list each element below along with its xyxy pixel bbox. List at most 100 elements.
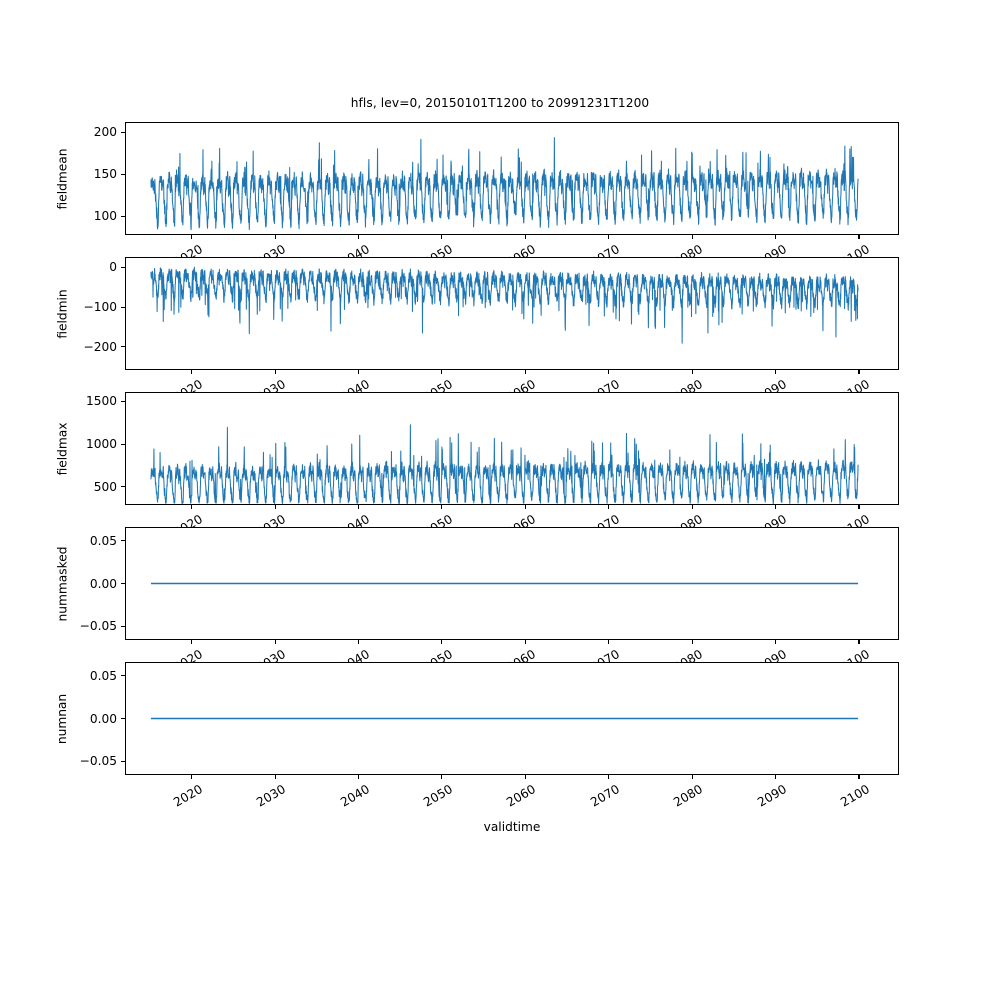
y-axis-label-fieldmax: fieldmax [54,422,69,475]
x-tick-mark [691,640,693,644]
x-tick-mark [775,235,777,239]
y-tick-label: 0.00 [89,576,117,591]
x-tick-mark [274,505,276,509]
y-axis-label-fieldmin: fieldmin [55,288,70,339]
x-tick-mark [358,235,360,239]
x-tick-mark [608,505,610,509]
x-tick-label: 2040 [337,782,372,810]
y-tick-label: −0.05 [79,754,117,769]
x-tick-mark [858,640,860,644]
x-tick-label: 2050 [421,782,455,810]
y-tick-label: 0.00 [89,711,117,726]
y-axis-label-nummasked: nummasked [54,546,69,621]
x-tick-label: 2020 [170,782,205,810]
x-tick-mark [191,640,193,644]
y-tick-label: −200 [83,339,117,354]
subplot-nummasked [125,527,899,640]
y-tick-mark [121,583,125,585]
x-tick-mark [691,370,693,374]
y-tick-mark [121,540,125,542]
y-tick-label: 0.05 [89,668,117,683]
y-tick-label: 1000 [85,437,117,452]
data-line-fieldmax [150,424,859,504]
y-tick-mark [121,718,125,720]
x-tick-mark [775,640,777,644]
y-tick-mark [121,625,125,627]
y-tick-label: −0.05 [79,619,117,634]
x-tick-mark [191,775,193,779]
x-tick-mark [274,370,276,374]
x-tick-mark [858,235,860,239]
y-tick-label: 1500 [85,394,117,409]
x-tick-mark [858,505,860,509]
x-tick-mark [524,640,526,644]
plot-area-fieldmax [150,424,859,504]
x-tick-mark [608,370,610,374]
data-line-fieldmean [150,137,859,231]
x-tick-mark [274,775,276,779]
y-tick-label: −100 [83,300,117,315]
y-tick-label: 100 [93,209,117,224]
y-tick-mark [121,346,125,348]
y-axis-label-fieldmean: fieldmean [54,148,69,209]
y-tick-mark [121,131,125,133]
x-tick-mark [608,235,610,239]
x-tick-mark [191,505,193,509]
x-tick-label: 2030 [254,782,289,810]
subplot-fieldmax [125,392,899,505]
x-tick-mark [524,235,526,239]
x-tick-mark [858,370,860,374]
x-tick-mark [191,370,193,374]
subplot-fieldmin [125,257,899,370]
data-line-fieldmin [150,266,859,344]
y-tick-label: 150 [93,167,117,182]
x-tick-mark [358,505,360,509]
subplot-numnan [125,662,899,775]
y-tick-mark [121,173,125,175]
x-tick-mark [775,775,777,779]
x-tick-mark [274,640,276,644]
plot-area-fieldmean [150,137,859,231]
x-tick-label: 2090 [754,782,789,810]
x-tick-label: 2070 [587,782,622,810]
x-tick-mark [608,640,610,644]
y-tick-label: 200 [93,125,117,140]
y-tick-mark [121,266,125,268]
x-tick-mark [441,505,443,509]
plot-area-fieldmin [150,266,859,344]
x-tick-mark [441,235,443,239]
y-tick-mark [121,306,125,308]
x-tick-mark [524,775,526,779]
x-tick-mark [858,775,860,779]
y-tick-mark [121,400,125,402]
x-tick-label: 2100 [838,782,872,810]
x-tick-mark [524,370,526,374]
x-tick-mark [775,505,777,509]
y-tick-mark [121,675,125,677]
y-tick-label: 0.05 [89,533,117,548]
x-tick-mark [691,505,693,509]
y-tick-label: 0 [109,260,117,275]
x-tick-label: 2060 [504,782,539,810]
subplot-fieldmean [125,122,899,235]
y-tick-mark [121,760,125,762]
x-tick-mark [608,775,610,779]
x-tick-mark [691,235,693,239]
x-tick-mark [358,775,360,779]
x-tick-mark [441,370,443,374]
y-tick-label: 500 [93,479,117,494]
y-tick-mark [121,443,125,445]
plot-area-numnan [150,717,859,720]
x-tick-mark [524,505,526,509]
y-tick-mark [121,486,125,488]
x-tick-mark [775,370,777,374]
x-tick-mark [358,370,360,374]
figure-title: hfls, lev=0, 20150101T1200 to 20991231T1… [350,96,650,110]
x-tick-mark [691,775,693,779]
x-tick-mark [441,775,443,779]
x-tick-mark [191,235,193,239]
y-axis-label-numnan: numnan [55,693,70,744]
x-tick-label: 2080 [671,782,706,810]
x-axis-label: validtime [483,820,541,834]
x-tick-mark [274,235,276,239]
